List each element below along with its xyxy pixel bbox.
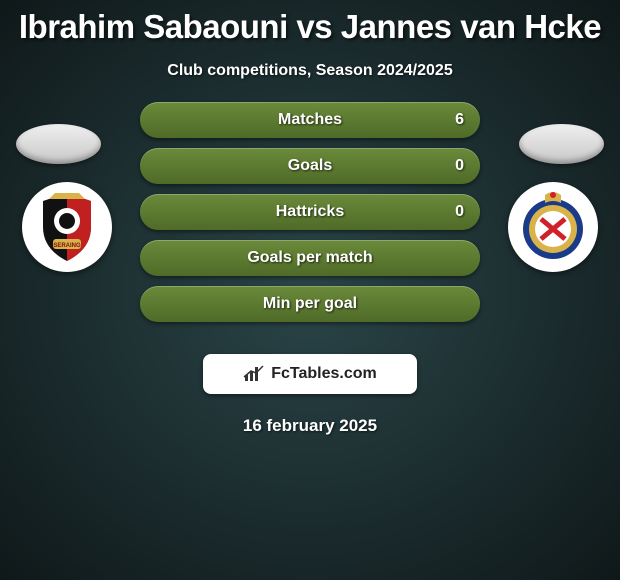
- stat-label: Goals: [288, 157, 332, 175]
- stat-right-value: 0: [455, 157, 464, 175]
- stat-row-goals: Goals 0: [140, 148, 480, 184]
- stat-row-gpm: Goals per match: [140, 240, 480, 276]
- date-text: 16 february 2025: [0, 416, 620, 436]
- club-badge-left: SERAING: [22, 182, 112, 272]
- seraing-crest-icon: SERAING: [29, 189, 105, 265]
- comparison-panel: SERAING Matches 6 Goals 0 Hattricks 0 Go…: [0, 102, 620, 342]
- stat-label: Min per goal: [263, 295, 357, 313]
- stat-label: Matches: [278, 111, 342, 129]
- stat-label: Goals per match: [247, 249, 372, 267]
- player-avatar-right: [519, 124, 604, 164]
- stat-label: Hattricks: [276, 203, 344, 221]
- player-avatar-left: [16, 124, 101, 164]
- club-badge-right: [508, 182, 598, 272]
- stat-right-value: 6: [455, 111, 464, 129]
- subtitle: Club competitions, Season 2024/2025: [0, 62, 620, 80]
- stat-right-value: 0: [455, 203, 464, 221]
- page-title: Ibrahim Sabaouni vs Jannes van Hcke: [0, 0, 620, 46]
- brand-badge: FcTables.com: [203, 354, 417, 394]
- waasland-crest-icon: [515, 189, 591, 265]
- stat-row-hattricks: Hattricks 0: [140, 194, 480, 230]
- svg-text:SERAING: SERAING: [53, 243, 81, 249]
- brand-text: FcTables.com: [271, 365, 377, 383]
- chart-icon: [243, 365, 265, 383]
- stat-row-matches: Matches 6: [140, 102, 480, 138]
- stat-row-mpg: Min per goal: [140, 286, 480, 322]
